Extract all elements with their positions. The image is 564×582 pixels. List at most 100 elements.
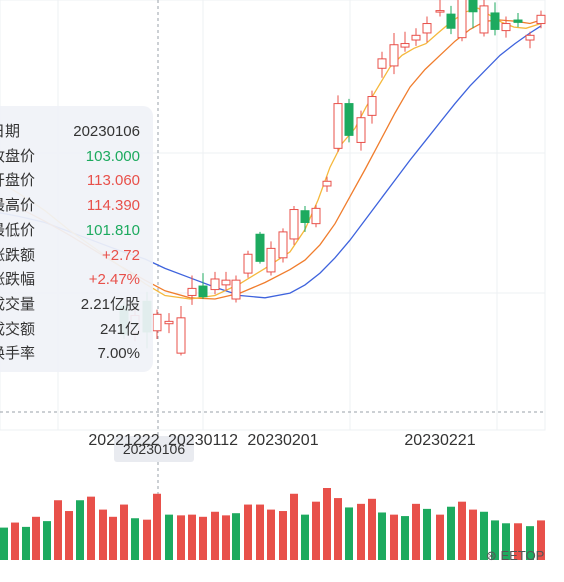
tooltip-row: 开盘价 113.060 <box>0 169 140 193</box>
tooltip-row: 最低价 101.810 <box>0 219 140 243</box>
candle-body-32 <box>479 5 489 34</box>
volume-bar-28 <box>312 501 320 560</box>
volume-bar-16 <box>177 515 185 560</box>
x-tick-label-2: 20230201 <box>247 432 319 449</box>
tooltip-label: 换手率 <box>0 345 36 363</box>
volume-bar-1 <box>11 522 19 560</box>
tooltip-row: 收盘价 103.000 <box>0 145 140 169</box>
volume-bar-13 <box>143 519 151 560</box>
volume-bar-2 <box>22 526 30 560</box>
candle-body-4 <box>164 320 174 325</box>
volume-bar-34 <box>378 512 386 560</box>
candle-body-21 <box>356 117 366 143</box>
tooltip-label: 成交量 <box>0 295 36 313</box>
candle-body-25 <box>400 43 410 48</box>
volume-bar-40 <box>447 506 455 560</box>
candle-body-10 <box>231 279 241 300</box>
volume-bar-26 <box>290 493 298 560</box>
candle-body-17 <box>311 207 321 225</box>
candle-body-7 <box>198 285 208 298</box>
tooltip-panel: 日期 20230106 收盘价 103.000 开盘价 113.060 最高价 114.390… <box>0 106 153 372</box>
tooltip-row: 换手率 7.00% <box>0 342 140 366</box>
x-tick-label-1: 20230112 <box>168 432 238 449</box>
candle-body-28 <box>435 10 445 13</box>
candle-body-29 <box>446 13 456 29</box>
crosshair-x-label: 20230106 <box>114 436 194 462</box>
tooltip-label: 涨跌额 <box>0 246 36 264</box>
volume-bar-29 <box>323 488 331 560</box>
volume-bar-33 <box>368 498 376 560</box>
volume-bar-10 <box>109 516 117 560</box>
volume-bar-5 <box>54 500 62 560</box>
volume-bar-12 <box>131 518 139 560</box>
volume-bar-24 <box>267 509 275 560</box>
tooltip-label: 涨跌幅 <box>0 271 36 289</box>
volume-bar-43 <box>480 511 488 560</box>
tooltip-value: 7.00% <box>97 345 140 363</box>
volume-bar-22 <box>244 504 252 560</box>
volume-bar-6 <box>65 511 73 560</box>
candle-body-8 <box>210 278 220 291</box>
candle-body-27 <box>422 23 432 34</box>
tooltip-label: 收盘价 <box>0 147 36 165</box>
volume-bar-14 <box>153 493 161 560</box>
candle-body-6 <box>187 287 197 296</box>
plot-frame <box>0 0 546 431</box>
tooltip-value: 2.21亿股 <box>80 295 140 313</box>
candle-body-37 <box>536 14 546 25</box>
tooltip-row: 日期 20230106 <box>0 120 140 144</box>
candle-body-34 <box>501 23 511 32</box>
x-tick-label-0: 20221222 <box>88 432 160 449</box>
tooltip-row: 涨跌额 +2.72 <box>0 244 140 268</box>
tooltip-label: 日期 <box>0 123 21 140</box>
tooltip-label: 最低价 <box>0 221 36 239</box>
volume-bar-48 <box>537 520 545 560</box>
tooltip-label: 最高价 <box>0 197 36 215</box>
volume-bar-23 <box>256 504 264 560</box>
candle-body-24 <box>389 44 399 67</box>
volume-bar-41 <box>458 501 466 560</box>
volume-bar-9 <box>99 509 107 560</box>
watermark: ⊛ EETOP <box>486 548 544 564</box>
volume-bar-32 <box>357 503 365 560</box>
candle-body-12 <box>255 233 265 262</box>
tooltip-row: 最高价 114.390 <box>0 194 140 218</box>
candle-body-16 <box>300 210 310 223</box>
candle-body-13 <box>266 247 276 273</box>
candle-body-9 <box>221 279 231 286</box>
candle-body-23 <box>377 58 387 69</box>
volume-bar-27 <box>301 514 309 560</box>
volume-bar-8 <box>87 496 95 560</box>
candle-body-33 <box>490 12 500 30</box>
wechat-icon: ⊛ <box>486 548 501 563</box>
tooltip-label: 成交额 <box>0 320 36 338</box>
volume-bar-20 <box>222 515 230 560</box>
candle-body-35 <box>513 19 523 23</box>
volume-bar-17 <box>188 514 196 560</box>
tooltip-value: 103.000 <box>85 147 140 165</box>
volume-bar-39 <box>436 514 444 560</box>
tooltip-row: 成交量 2.21亿股 <box>0 293 140 317</box>
candle-body-14 <box>278 231 288 259</box>
tooltip-row: 涨跌幅 +2.47% <box>0 268 140 292</box>
candle-body-22 <box>367 96 377 116</box>
volume-bar-31 <box>345 507 353 560</box>
volume-bar-0 <box>0 527 8 560</box>
tooltip-row: 成交额 241亿 <box>0 318 140 342</box>
tooltip-value: 101.810 <box>85 221 140 239</box>
volume-bar-37 <box>412 503 420 560</box>
volume-bar-15 <box>165 514 173 560</box>
tooltip-value: 113.060 <box>86 172 140 190</box>
volume-bar-46 <box>514 523 522 560</box>
tooltip-label: 开盘价 <box>0 172 36 190</box>
candle-body-15 <box>289 209 299 240</box>
candle-body-36 <box>525 34 535 41</box>
watermark-text: EETOP <box>500 548 545 563</box>
tooltip-value: 20230106 <box>73 123 140 140</box>
volume-bar-11 <box>120 504 128 560</box>
x-tick-label-3: 20230221 <box>404 432 476 449</box>
candle-body-31 <box>468 0 478 13</box>
volume-bar-47 <box>526 526 534 560</box>
